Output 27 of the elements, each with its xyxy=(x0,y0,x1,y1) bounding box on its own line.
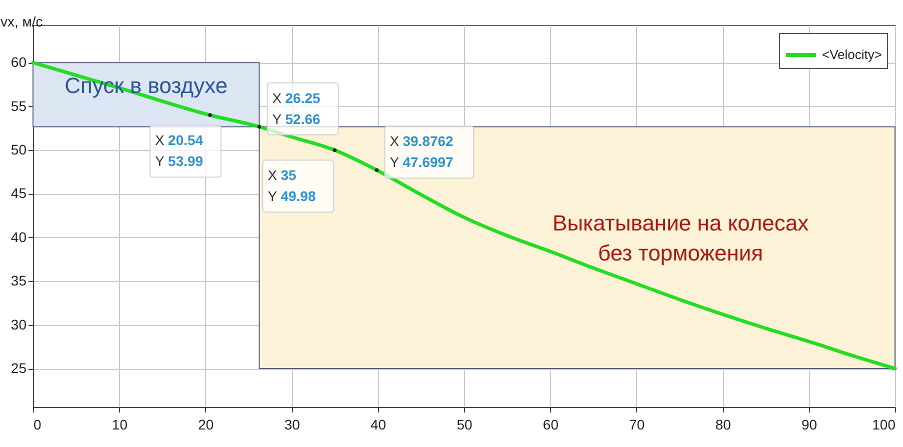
y-tick-label: 35 xyxy=(10,272,27,289)
x-tick-label: 50 xyxy=(456,416,472,432)
annotation: X 35 Y 49.98 xyxy=(268,167,316,204)
y-tick-label: 55 xyxy=(10,98,27,114)
annotation: X 26.25 Y 52.66 xyxy=(272,90,321,127)
x-tick-label: 20 xyxy=(198,416,214,432)
x-tick-label: 40 xyxy=(370,416,386,432)
legend-label: <Velocity> xyxy=(822,47,882,62)
x-tick-label: 10 xyxy=(112,416,128,432)
x-tick-label: 0 xyxy=(34,416,42,432)
x-tick-label: 70 xyxy=(629,416,645,432)
y-axis-title: vx, м/с xyxy=(0,14,43,30)
y-tick-label: 25 xyxy=(10,360,27,376)
annotation: X 39.8762 Y 47.6997 xyxy=(390,133,454,170)
line-series xyxy=(31,60,897,370)
y-tick-label: 40 xyxy=(10,228,27,245)
x-tick-label: 60 xyxy=(542,416,559,432)
y-tick-label: 45 xyxy=(10,185,27,202)
x-tick-label: 100 xyxy=(872,416,896,432)
band-label: Выкатывание на колесах без торможения xyxy=(552,210,809,266)
x-tick-label: 90 xyxy=(802,416,818,432)
y-tick-label: 30 xyxy=(10,316,27,332)
annotation: X 20.54 Y 53.99 xyxy=(155,132,204,170)
x-tick-label: 30 xyxy=(284,416,300,432)
x-tick-label: 80 xyxy=(715,416,732,432)
y-tick-label: 50 xyxy=(10,142,27,158)
y-tick-label: 60 xyxy=(10,54,27,70)
